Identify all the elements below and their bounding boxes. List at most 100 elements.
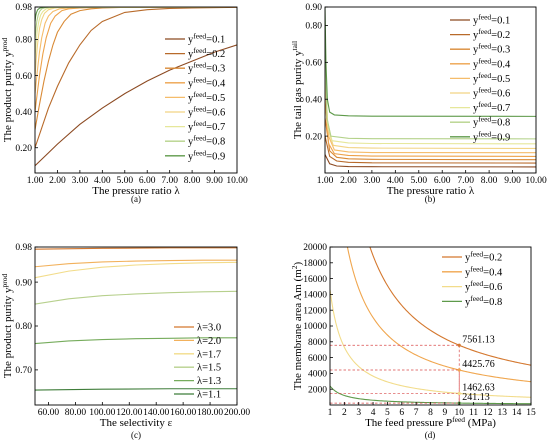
legend-label: yfeed=0.9: [473, 129, 510, 144]
series-line-6: [35, 388, 237, 391]
legend-entry: yfeed=0.8: [450, 114, 510, 129]
y-tick-label: 0.80: [15, 322, 32, 332]
series-line-4: [35, 290, 237, 305]
x-tick-label: 4.00: [94, 176, 111, 186]
legend-entry: yfeed=0.6: [442, 279, 502, 294]
series-line-2: [346, 247, 531, 383]
series-line-5: [35, 337, 237, 345]
legend-entry: yfeed=0.3: [450, 41, 510, 56]
legend-entry: yfeed=0.9: [450, 129, 510, 144]
x-tick-label: 5.00: [116, 176, 133, 186]
x-tick-label: 11: [469, 408, 478, 418]
legend-entry: yfeed=0.9: [165, 148, 225, 162]
x-axis-label: The selectivity ε: [100, 417, 173, 429]
legend-entry: λ=1.5: [174, 363, 221, 374]
legend-entry: yfeed=0.4: [165, 75, 226, 90]
y-tick-label: 0.98: [15, 3, 32, 13]
legend-label: yfeed=0.6: [465, 279, 502, 294]
x-tick-label: 15: [526, 408, 536, 418]
annotation-label: 7561.13: [462, 334, 495, 345]
legend-label: yfeed=0.3: [188, 60, 225, 75]
legend-label: yfeed=0.8: [473, 114, 510, 129]
y-tick-label: 2000: [308, 385, 327, 395]
legend-entry: yfeed=0.7: [450, 100, 510, 115]
annotation-4: 241.13: [330, 392, 490, 405]
series-line-1: [325, 154, 536, 168]
legend-entry: yfeed=0.5: [450, 70, 510, 85]
series-line-8: [325, 25, 536, 140]
legend: λ=3.0 λ=2.0 λ=1.7 λ=1.5 λ=1.3 λ=1.1: [174, 323, 221, 401]
legend-label: yfeed=0.8: [465, 293, 502, 308]
legend-entry: yfeed=0.4: [442, 264, 503, 279]
legend-label: λ=1.7: [197, 349, 221, 360]
series-line-2: [35, 7, 237, 148]
legend-entry: yfeed=0.2: [165, 46, 225, 61]
x-tick-label: 6: [399, 408, 404, 418]
legend-label: yfeed=0.1: [188, 31, 225, 46]
y-tick-label: 0.70: [15, 366, 32, 376]
legend-entry: yfeed=0.1: [450, 12, 510, 27]
legend-label: yfeed=0.4: [188, 75, 226, 90]
series-group: [35, 247, 237, 391]
annotation-point: [457, 391, 461, 396]
subplot-caption: (b): [425, 194, 436, 204]
legend-entry: λ=1.7: [174, 349, 221, 360]
y-tick-label: 0.60: [15, 72, 32, 82]
x-tick-label: 140.00: [143, 408, 169, 418]
annotation-label: 1462.63: [462, 382, 495, 393]
legend-label: yfeed=0.5: [188, 89, 225, 104]
legend-label: λ=1.1: [197, 390, 221, 401]
y-tick-label: 0.40: [305, 95, 322, 105]
y-tick-label: 0.98: [15, 243, 32, 253]
y-tick-label: 16000: [303, 275, 327, 285]
x-tick-label: 60.00: [38, 408, 60, 418]
legend-label: yfeed=0.6: [473, 85, 510, 100]
y-tick-label: 0.20: [305, 132, 322, 142]
x-tick-label: 2.00: [49, 176, 66, 186]
legend-entry: yfeed=0.6: [165, 104, 225, 119]
legend-entry: yfeed=0.7: [165, 119, 225, 134]
legend-entry: yfeed=0.3: [165, 60, 225, 75]
x-axis-label: The pressure ratio λ: [387, 185, 475, 197]
legend-label: yfeed=0.7: [473, 100, 510, 115]
x-tick-label: 8: [428, 408, 433, 418]
y-tick-label: 0.40: [15, 108, 32, 118]
legend-label: yfeed=0.4: [465, 264, 503, 279]
legend-entry: yfeed=0.2: [450, 27, 510, 42]
series-group: [35, 7, 237, 167]
x-tick-label: 10.00: [226, 176, 248, 186]
x-axis-label: The pressure ratio λ: [92, 185, 180, 197]
legend-entry: yfeed=0.6: [450, 85, 510, 100]
x-tick-label: 14: [512, 408, 522, 418]
legend-entry: λ=3.0: [174, 323, 221, 334]
x-tick-label: 120.00: [116, 408, 142, 418]
x-tick-label: 1.00: [27, 176, 44, 186]
x-tick-label: 5: [385, 408, 390, 418]
series-line-3: [325, 117, 536, 161]
subplot-c: 60.00 80.00 100.00 120.00 140.00 160.00 180.00…: [0, 243, 250, 440]
legend-label: yfeed=0.5: [473, 70, 510, 85]
x-tick-label: 1: [328, 408, 333, 418]
x-tick-label: 2: [342, 408, 347, 418]
y-tick-label: 12000: [303, 306, 327, 316]
legend-entry: yfeed=0.5: [165, 89, 225, 104]
legend-label: yfeed=0.8: [188, 133, 225, 148]
legend-label: yfeed=0.2: [473, 27, 510, 42]
legend-entry: λ=2.0: [174, 336, 221, 347]
series-line-1: [369, 247, 531, 366]
legend-label: yfeed=0.7: [188, 119, 225, 134]
x-tick-label: 9: [442, 408, 447, 418]
series-line-4: [330, 385, 531, 405]
legend-label: yfeed=0.4: [473, 56, 511, 71]
x-tick-label: 3: [356, 408, 361, 418]
y-tick-label: 0.60: [305, 59, 322, 69]
legend-entry: yfeed=0.8: [165, 133, 225, 148]
y-tick-label: 0.90: [15, 278, 32, 288]
legend-entry: λ=1.3: [174, 376, 221, 387]
legend-label: yfeed=0.2: [188, 46, 225, 61]
legend-label: λ=1.3: [197, 376, 221, 387]
x-tick-label: 2.00: [340, 176, 357, 186]
y-axis-label: The membrane area Am (m2): [290, 261, 305, 390]
